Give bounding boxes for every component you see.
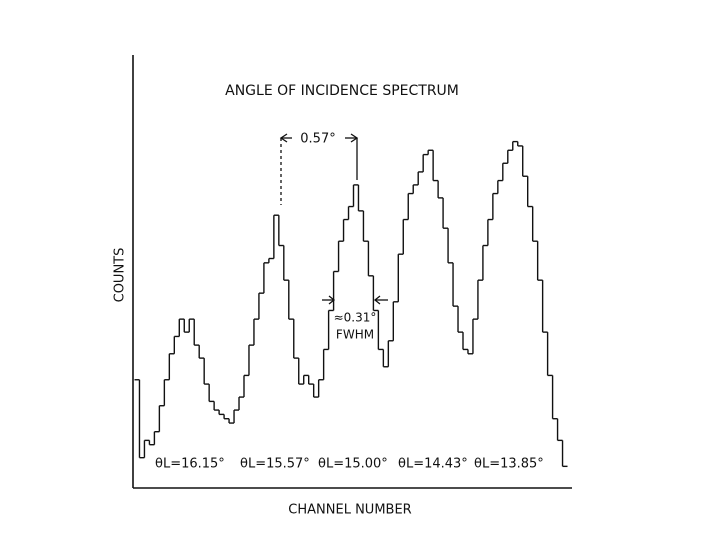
peak-label: θL=14.43° (398, 457, 468, 472)
marker-arrow (350, 133, 359, 143)
peak-label: θL=15.57° (240, 457, 310, 472)
marker-arrow (279, 133, 288, 143)
fwhm-label: FWHM (336, 328, 374, 342)
peak-label: θL=15.00° (318, 457, 388, 472)
chart-title: ANGLE OF INCIDENCE SPECTRUM (225, 83, 459, 99)
peak-label: θL=16.15° (155, 457, 225, 472)
peak-label: θL=13.85° (474, 457, 544, 472)
fwhm-value: ≈0.31° (334, 311, 377, 325)
spacing-label: 0.57° (300, 132, 335, 147)
fwhm-arrow (373, 295, 381, 305)
x-axis-label: CHANNEL NUMBER (288, 503, 411, 518)
y-axis-label: COUNTS (113, 248, 128, 303)
